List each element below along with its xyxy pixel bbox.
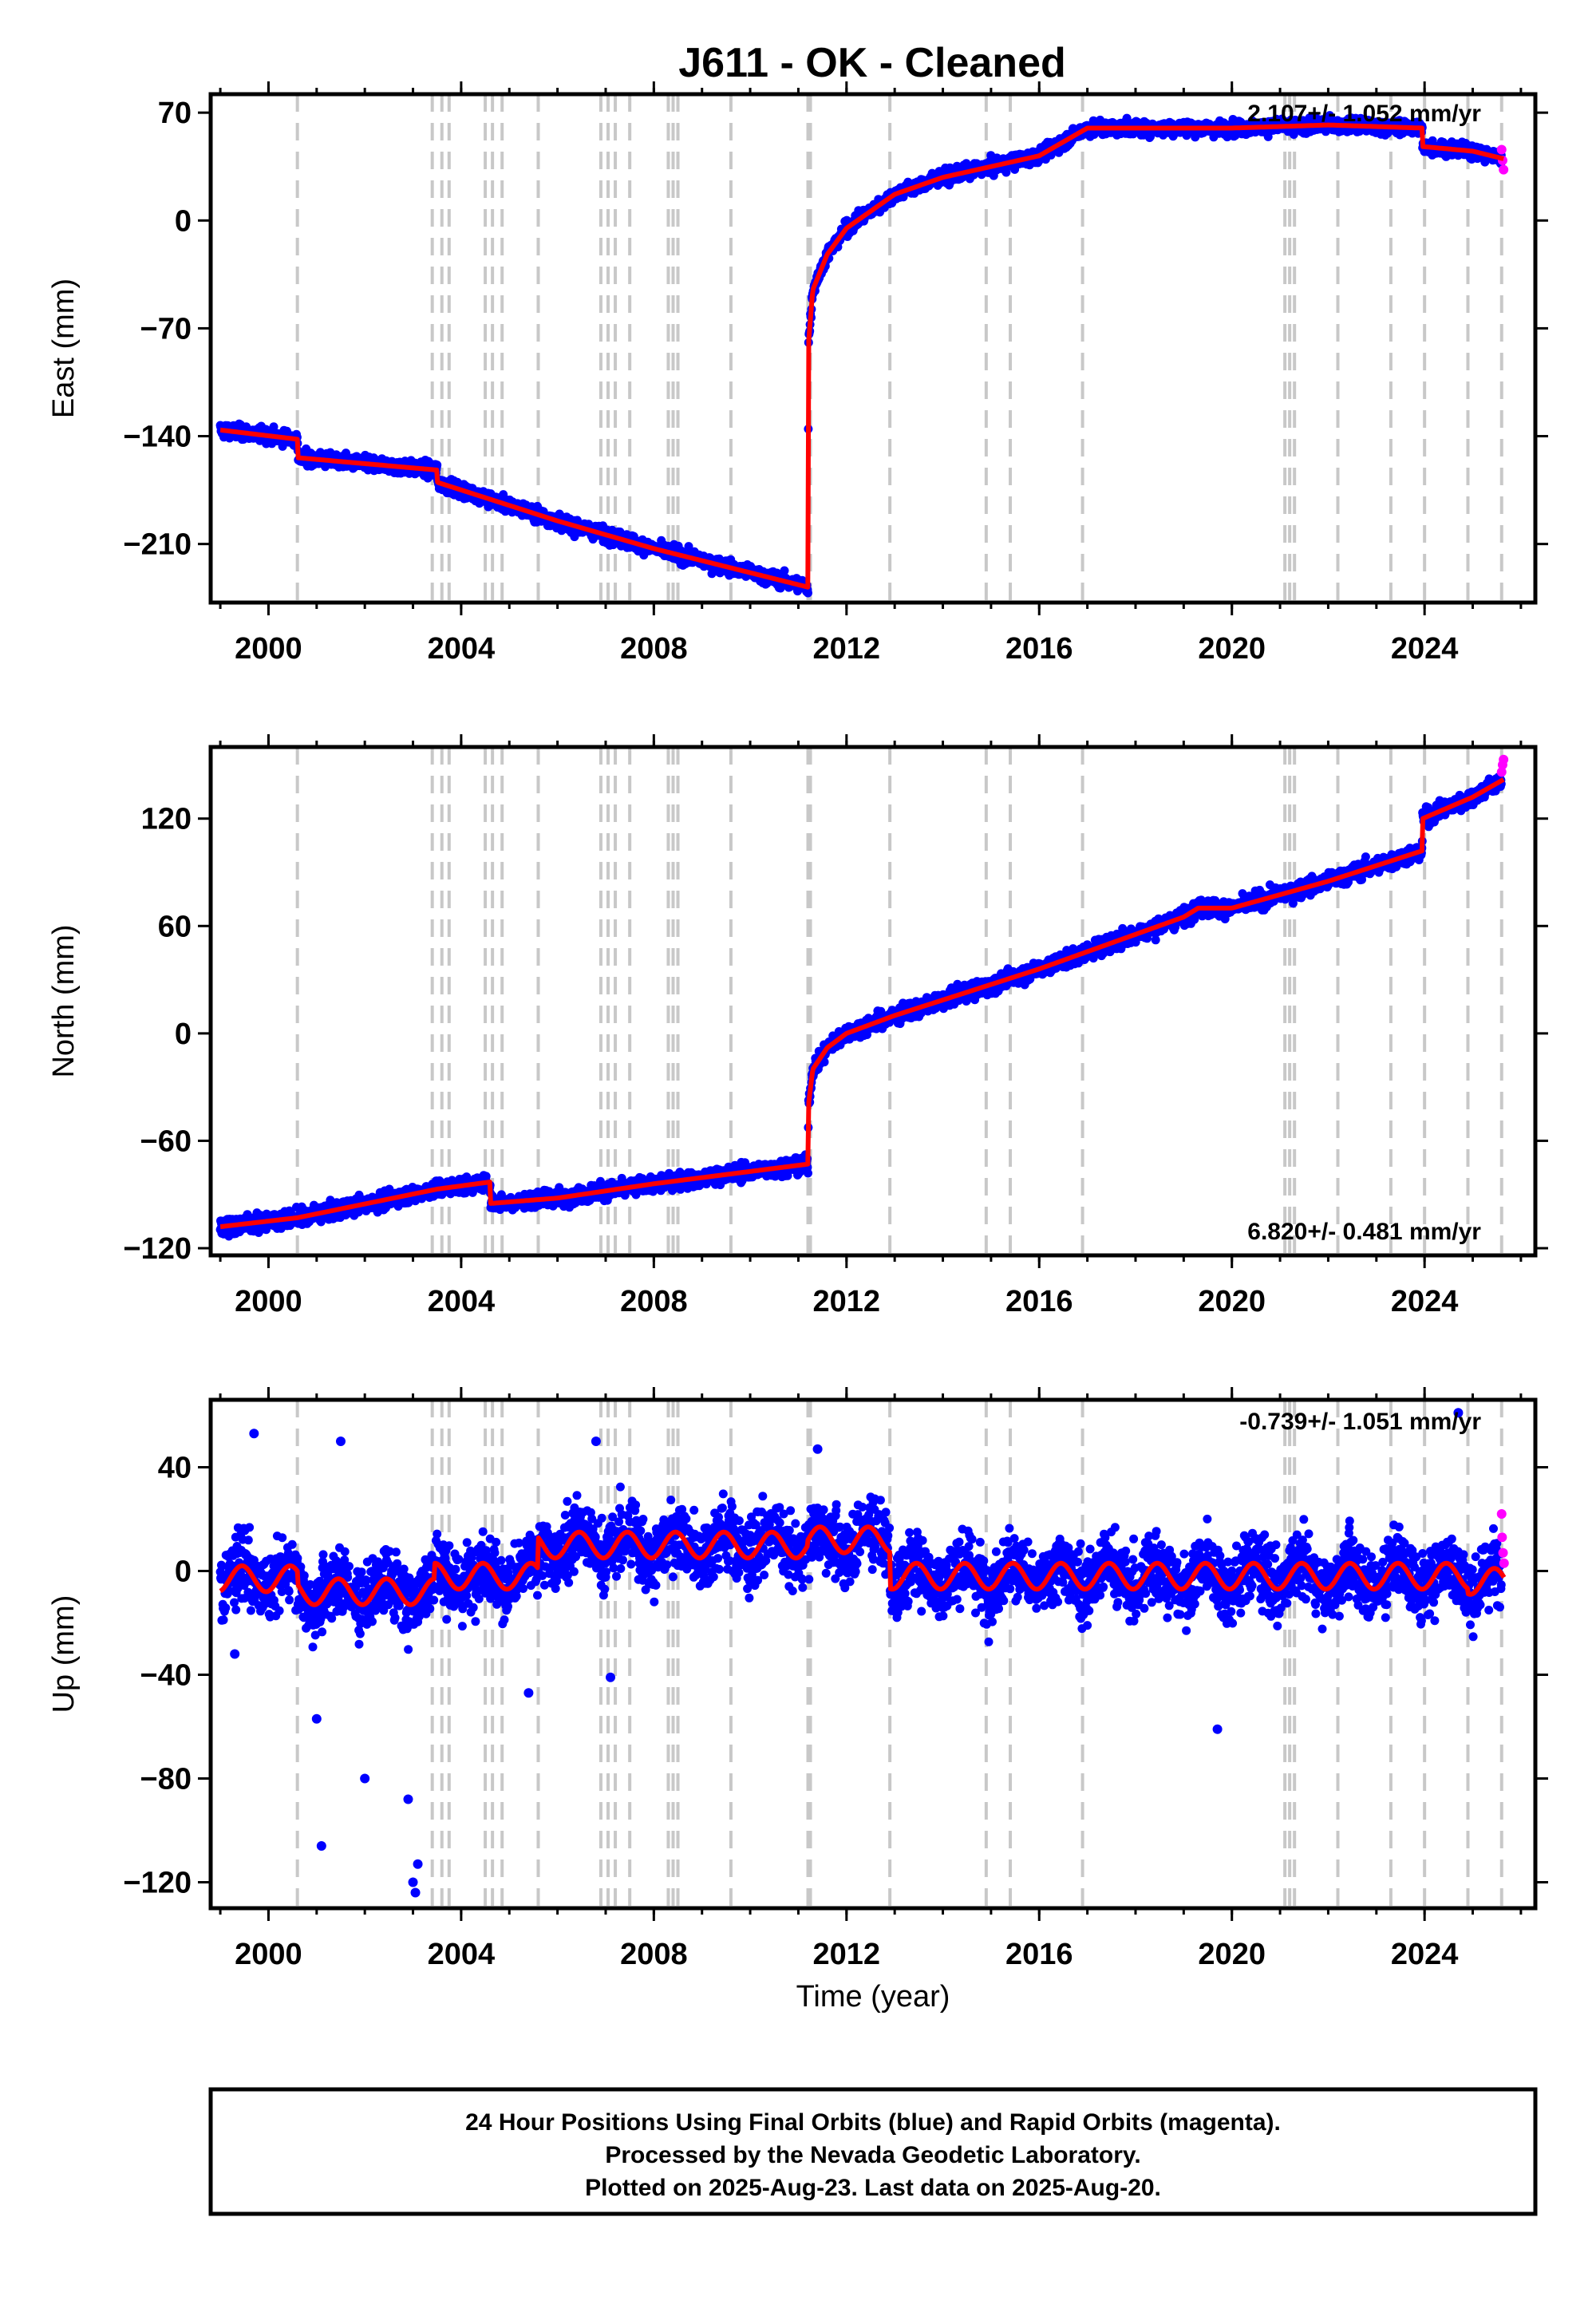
east-panel: 2000 2004 2008 2012 2016 2020 2024 70 0 −70 −140 −2… [47,81,1548,666]
x-tick-label: 2020 [1198,632,1266,666]
data-point [804,588,812,598]
x-tick-label: 2024 [1391,632,1459,666]
data-point [684,542,693,551]
plot-area [215,94,1509,603]
y-tick-label: −140 [123,421,192,454]
x-tick-label: 2016 [1005,632,1073,666]
y-tick-label: 70 [158,97,192,130]
rate-label: 2.107+/- 1.052 mm/yr [1247,101,1481,127]
y-axis-label: East (mm) [47,279,81,418]
x-tick-label: 2008 [620,632,688,666]
y-tick-label: −70 [140,312,192,346]
chart-title: J611 - OK - Cleaned [678,40,1066,86]
data-point [780,566,789,575]
y-tick-label: 0 [175,204,192,238]
data-point [433,460,442,470]
rapid-orbit-point [1499,164,1509,175]
rapid-orbit-point [1496,144,1507,155]
y-tick-label: −210 [123,528,192,562]
x-tick-label: 2000 [235,632,302,666]
x-tick-label: 2004 [428,632,496,666]
x-tick-label: 2012 [813,632,881,666]
